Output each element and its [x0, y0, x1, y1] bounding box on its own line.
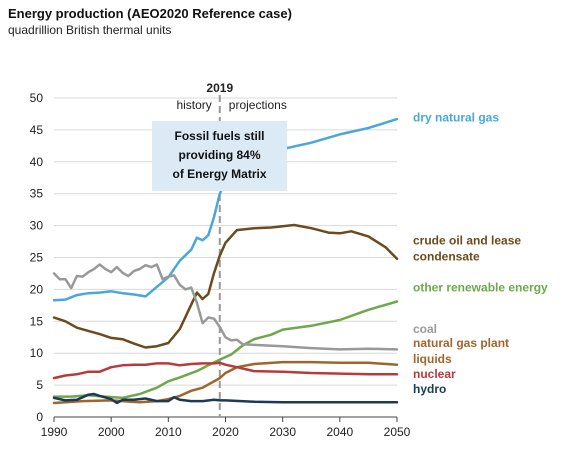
- series-line-natural-gas-plant-liquids: [52, 360, 399, 405]
- y-tick-label: 5: [36, 378, 43, 392]
- chart-title: Energy production (AEO2020 Reference cas…: [8, 6, 292, 21]
- series-line-coal: [52, 263, 399, 351]
- legend-label: nuclear: [413, 367, 456, 381]
- legend-label: dry natural gas: [413, 111, 499, 125]
- y-tick-label: 10: [30, 346, 44, 360]
- y-tick-label: 0: [36, 410, 43, 424]
- x-tick-label: 2020: [212, 425, 239, 439]
- legend-label: coal: [413, 322, 437, 336]
- y-tick-label: 25: [30, 251, 44, 265]
- series-line-nuclear: [52, 361, 399, 380]
- x-tick-label: 2000: [98, 425, 125, 439]
- legend-label: liquids: [413, 352, 452, 366]
- y-tick-label: 50: [30, 91, 44, 105]
- legend-label: natural gas plant: [413, 336, 509, 350]
- series-lines: [52, 117, 399, 405]
- series-legend: dry natural gas crude oil and lease conden…: [413, 111, 548, 396]
- x-axis: 1990 2000 2010 2020 2030 2040 2050: [41, 416, 411, 439]
- y-tick-label: 20: [30, 282, 44, 296]
- legend-label: other renewable energy: [413, 280, 548, 294]
- fossil-fuels-callout: Fossil fuels still providing 84% of Energy…: [152, 121, 287, 191]
- x-tick-label: 2050: [384, 425, 411, 439]
- history-label: history: [176, 98, 211, 112]
- legend-label: crude oil and lease: [413, 234, 521, 248]
- series-line-hydro: [52, 392, 399, 405]
- y-tick-label: 35: [30, 187, 44, 201]
- chart-subtitle: quadrillion British thermal units: [8, 23, 172, 37]
- y-tick-label: 40: [30, 155, 44, 169]
- gridlines: [54, 97, 397, 386]
- series-line-other-renewable-energy: [52, 300, 399, 400]
- legend-label: condensate: [413, 250, 480, 264]
- divider-year-label: 2019: [206, 81, 233, 95]
- x-tick-label: 2010: [155, 425, 182, 439]
- x-tick-label: 2040: [326, 425, 353, 439]
- y-tick-label: 30: [30, 219, 44, 233]
- projections-label: projections: [229, 98, 287, 112]
- legend-label: hydro: [413, 382, 446, 396]
- y-tick-label: 15: [30, 314, 44, 328]
- callout-box: [152, 121, 287, 191]
- x-tick-label: 2030: [269, 425, 296, 439]
- callout-line: providing 84%: [178, 148, 260, 162]
- x-tick-label: 1990: [41, 425, 68, 439]
- callout-line: Fossil fuels still: [174, 129, 264, 143]
- y-tick-label: 45: [30, 123, 44, 137]
- series-line-crude-oil-and-lease-condensate: [52, 223, 399, 349]
- y-axis: 0 5 10 15 20 25 30 35 40 45 50: [30, 91, 44, 424]
- callout-line: of Energy Matrix: [172, 167, 266, 181]
